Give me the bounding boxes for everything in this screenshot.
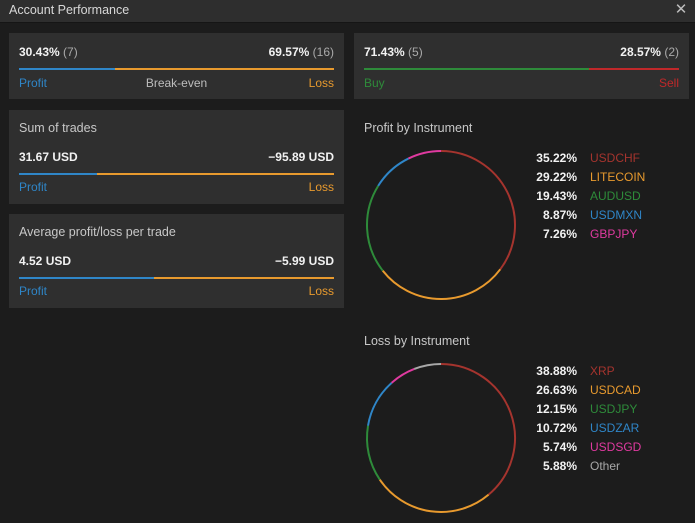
- sum-profit-amount: 31.67 USD: [19, 150, 78, 164]
- profit-label: Profit: [19, 76, 48, 90]
- legend-pct: 26.63%: [536, 383, 577, 397]
- avg-bar-loss: [154, 277, 334, 279]
- legend-pct: 29.22%: [536, 170, 577, 184]
- legend-name: USDCAD: [590, 383, 641, 397]
- avg-loss-amount: −5.99 USD: [274, 254, 334, 268]
- legend-pct: 35.22%: [536, 151, 577, 165]
- legend-name: AUDUSD: [590, 189, 641, 203]
- window-title: Account Performance: [9, 3, 130, 17]
- sell-label: Sell: [658, 76, 679, 90]
- donut-segment-other: [413, 363, 442, 370]
- donut-segment-litecoin: [381, 268, 502, 300]
- donut-segment-usdmxn: [377, 157, 409, 187]
- sum-of-trades-title: Sum of trades: [19, 121, 97, 135]
- profit-by-instrument-title: Profit by Instrument: [364, 121, 473, 135]
- legend-name: USDMXN: [590, 208, 643, 222]
- sum-profit-label: Profit: [19, 180, 48, 194]
- legend-item: 10.72% USDZAR: [535, 421, 685, 440]
- buy-ratio: 71.43% (5): [364, 45, 423, 59]
- avg-profit-amount: 4.52 USD: [19, 254, 72, 268]
- donut-segment-usdzar: [367, 382, 393, 426]
- legend-pct: 5.74%: [542, 440, 577, 454]
- legend-item: 29.22% LITECOIN: [535, 170, 685, 189]
- legend-name: USDCHF: [590, 151, 640, 165]
- title-bar: Account Performance ✕: [0, 0, 695, 23]
- win-loss-bar-loss: [115, 68, 334, 70]
- donut-segment-usdchf: [440, 150, 516, 270]
- legend-item: 26.63% USDCAD: [535, 383, 685, 402]
- loss-by-instrument-donut: [366, 363, 516, 513]
- legend-pct: 38.88%: [536, 364, 577, 378]
- legend-name: USDZAR: [590, 421, 640, 435]
- avg-profit-label: Profit: [19, 284, 48, 298]
- breakeven-label: Break-even: [145, 76, 208, 90]
- profit-ratio: 30.43% (7): [19, 45, 78, 59]
- donut-segment-audusd: [366, 185, 384, 272]
- legend-item: 38.88% XRP: [535, 364, 685, 383]
- legend-name: XRP: [590, 364, 615, 378]
- legend-name: USDSGD: [590, 440, 642, 454]
- donut-segment-usdsgd: [390, 368, 415, 384]
- legend-pct: 8.87%: [542, 208, 577, 222]
- legend-name: LITECOIN: [590, 170, 646, 184]
- legend-pct: 5.88%: [542, 459, 577, 473]
- donut-segment-usdjpy: [366, 425, 381, 481]
- legend-item: 35.22% USDCHF: [535, 151, 685, 170]
- donut-segment-gbpjpy: [407, 150, 442, 160]
- profit-by-instrument-donut: [366, 150, 516, 300]
- sum-of-trades-panel: Sum of trades 31.67 USD −95.89 USD Profi…: [9, 110, 344, 204]
- legend-item: 7.26% GBPJPY: [535, 227, 685, 246]
- avg-per-trade-title: Average profit/loss per trade: [19, 225, 176, 239]
- win-loss-panel: 30.43% (7) 69.57% (16) Profit Break-even…: [9, 33, 344, 99]
- legend-item: 8.87% USDMXN: [535, 208, 685, 227]
- loss-label: Loss: [308, 76, 334, 90]
- sum-bar-profit: [19, 173, 97, 175]
- profit-by-instrument-legend: 35.22% USDCHF 29.22% LITECOIN 19.43% AUDUSD 8.…: [535, 151, 685, 246]
- legend-item: 19.43% AUDUSD: [535, 189, 685, 208]
- sum-loss-label: Loss: [308, 180, 334, 194]
- close-icon[interactable]: ✕: [674, 1, 688, 18]
- buy-label: Buy: [364, 76, 385, 90]
- buy-sell-bar-sell: [589, 68, 679, 70]
- legend-name: GBPJPY: [590, 227, 638, 241]
- legend-name: Other: [590, 459, 621, 473]
- loss-by-instrument-title: Loss by Instrument: [364, 334, 470, 348]
- legend-pct: 7.26%: [542, 227, 577, 241]
- legend-item: 12.15% USDJPY: [535, 402, 685, 421]
- loss-by-instrument-legend: 38.88% XRP 26.63% USDCAD 12.15% USDJPY 10.72% U…: [535, 364, 685, 478]
- legend-item: 5.74% USDSGD: [535, 440, 685, 459]
- avg-per-trade-panel: Average profit/loss per trade 4.52 USD −…: [9, 214, 344, 308]
- sell-ratio: 28.57% (2): [620, 45, 679, 59]
- legend-pct: 12.15%: [536, 402, 577, 416]
- sum-loss-amount: −95.89 USD: [268, 150, 334, 164]
- avg-bar-profit: [19, 277, 154, 279]
- win-loss-bar-profit: [19, 68, 115, 70]
- legend-name: USDJPY: [590, 402, 638, 416]
- legend-pct: 10.72%: [536, 421, 577, 435]
- legend-item: 5.88% Other: [535, 459, 685, 478]
- sum-bar-loss: [97, 173, 334, 175]
- legend-pct: 19.43%: [536, 189, 577, 203]
- loss-ratio: 69.57% (16): [268, 45, 334, 59]
- donut-segment-usdcad: [378, 478, 490, 513]
- avg-loss-label: Loss: [308, 284, 334, 298]
- buy-sell-panel: 71.43% (5) 28.57% (2) Buy Sell: [354, 33, 689, 99]
- donut-segment-xrp: [440, 363, 516, 496]
- buy-sell-bar-buy: [364, 68, 589, 70]
